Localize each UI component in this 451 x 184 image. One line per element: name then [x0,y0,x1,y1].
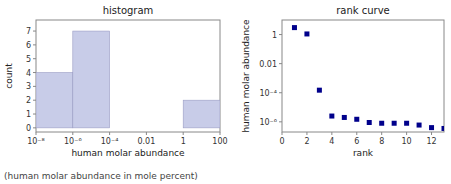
x-tick [381,132,382,135]
x-tick-label: 100 [212,137,227,146]
x-axis-label: human molar abundance [71,148,185,158]
x-tick [220,132,221,135]
point [417,123,422,128]
x-tick-label: 0.01 [137,137,155,146]
subtitle: (human molar abundance in mole percent) [4,171,198,181]
x-tick [431,132,432,135]
point [392,121,397,126]
histogram-bar [73,31,110,128]
y-tick [279,92,282,93]
y-tick-label: 1 [272,31,277,40]
y-tick-label: 3 [26,82,31,91]
x-tick-label: 10⁻⁴ [101,137,119,146]
y-tick-label: 7 [26,27,31,36]
y-tick-label: 1 [26,110,31,119]
point [379,121,384,126]
x-tick [306,132,307,135]
y-tick [279,63,282,64]
y-tick [33,72,36,73]
point [329,114,334,119]
histogram-bar [146,127,183,128]
x-tick-label: 10⁻⁶ [64,137,82,146]
y-tick-label: 0.01 [259,60,277,69]
y-tick-label: 6 [26,41,31,50]
x-tick [109,132,110,135]
x-tick [282,132,283,135]
y-tick [33,114,36,115]
x-tick-label: 8 [379,137,384,146]
panel: 10⁻⁸ 10⁻⁶ 10⁻⁴ 0.01 1 100 0 1 2 3 4 5 6 7 histogram hum… [4,5,228,158]
y-axis-label: human molar abundance [241,19,251,133]
point [342,115,347,120]
y-tick [33,100,36,101]
histogram-bar [110,127,147,128]
y-tick [33,31,36,32]
x-tick [146,132,147,135]
marks [292,25,444,131]
y-tick-label: 2 [26,96,31,105]
point [354,117,359,122]
point [304,31,309,36]
x-tick [331,132,332,135]
y-tick [33,127,36,128]
x-tick-label: 4 [329,137,334,146]
y-tick-label: 10⁻⁶ [259,118,277,127]
point [367,120,372,125]
plot-frame [282,20,444,132]
x-tick [183,132,184,135]
y-tick-label: 10⁻⁴ [259,89,277,98]
title: histogram [103,5,154,16]
figure: 10⁻⁸10⁻⁶10⁻⁴0.01110001234567histogramhum… [0,0,451,184]
marks [36,31,220,128]
y-tick [279,34,282,35]
point [292,25,297,30]
x-tick-label: 0 [279,137,284,146]
y-tick [33,86,36,87]
x-tick-label: 10 [402,137,412,146]
y-tick [33,58,36,59]
point [317,88,322,93]
x-tick [406,132,407,135]
histogram-bar [36,73,73,128]
background [0,0,451,184]
x-tick-label: 6 [354,137,359,146]
x-tick [36,132,37,135]
y-tick-label: 4 [26,69,31,78]
x-tick-label: 12 [426,137,436,146]
y-axis-label: count [4,63,14,89]
x-tick-label: 10⁻⁸ [27,137,45,146]
x-tick [356,132,357,135]
x-axis-label: rank [353,148,374,158]
plot-frame [36,20,220,132]
y-tick-label: 0 [26,124,31,133]
x-tick-label: 2 [304,137,309,146]
point [404,121,409,126]
x-tick-label: 1 [181,137,186,146]
y-tick [33,44,36,45]
point [429,125,434,130]
point [442,126,445,131]
y-tick [279,121,282,122]
x-tick [72,132,73,135]
histogram-bar [183,100,220,128]
title: rank curve [336,5,390,16]
panel: 0 2 4 6 8 10 12 10⁻⁶ 10⁻⁴ 0.01 1 rank curve rank huma… [241,5,447,158]
y-tick-label: 5 [26,55,31,64]
